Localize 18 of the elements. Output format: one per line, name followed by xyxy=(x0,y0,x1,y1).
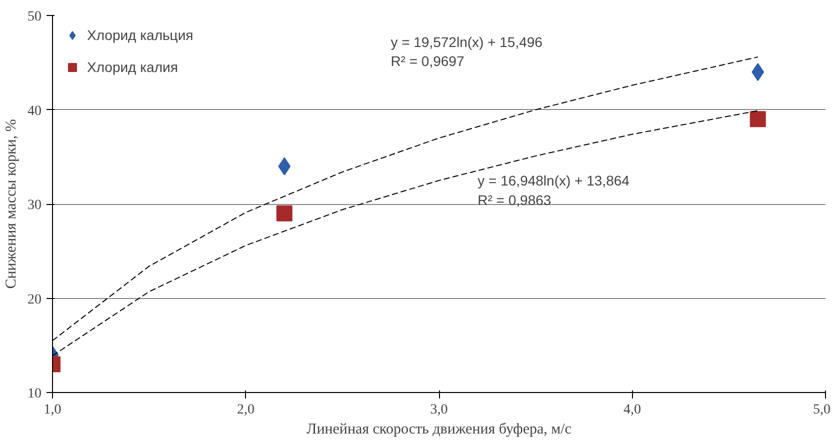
y-tick-label: 50 xyxy=(28,10,42,24)
x-tick-label: 3,0 xyxy=(430,402,448,418)
y-tick-label: 40 xyxy=(28,104,42,119)
legend-label: Хлорид кальция xyxy=(87,27,194,43)
x-tick-label: 4,0 xyxy=(624,402,641,418)
x-axis-title: Линейная скорость движения буфера, м/с xyxy=(306,422,572,438)
annotation: y = 19,572ln(x) + 15,496 R² = 0,9697 xyxy=(390,34,543,70)
x-tick-label: 2,0 xyxy=(237,402,254,418)
annotation: y = 16,948ln(x) + 13,864 R² = 0,9863 xyxy=(478,172,630,208)
y-tick-label: 20 xyxy=(28,292,42,308)
point xyxy=(752,63,764,82)
y-tick-label: 10 xyxy=(28,386,42,402)
x-tick-label: 5,0 xyxy=(813,402,830,418)
x-tick-label: 1,0 xyxy=(44,402,62,418)
y-tick-label: 30 xyxy=(28,198,42,213)
point xyxy=(750,111,766,128)
y-axis-title: Снижения массы корки, % xyxy=(4,119,20,289)
legend-label: Хлорид калия xyxy=(87,59,178,75)
